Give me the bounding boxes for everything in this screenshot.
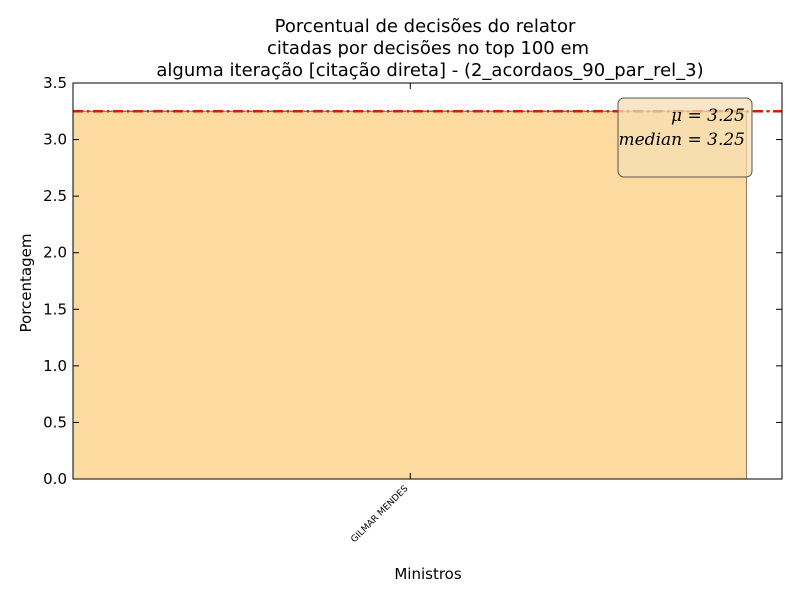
- plot-frame: [72, 82, 783, 480]
- stats-mean-text: μ = 3.25: [671, 106, 745, 126]
- y-tick-label-1: 0.5: [43, 413, 67, 431]
- chart-title-line-3: alguma iteração [citação direta] - (2_ac…: [156, 60, 703, 81]
- chart-title-line-1: Porcentual de decisões do relator: [275, 16, 576, 37]
- y-tick-label-0: 0.0: [43, 470, 67, 488]
- y-axis-label: Porcentagem: [17, 234, 35, 333]
- x-category-label-0: GILMAR MENDES: [349, 484, 410, 545]
- chart-title-line-2: citadas por decisões no top 100 em: [267, 38, 589, 59]
- y-tick-label-6: 3.0: [43, 131, 67, 149]
- stats-median-text: median = 3.25: [619, 130, 746, 150]
- stats-box-background: [617, 97, 753, 178]
- y-tick-label-5: 2.5: [43, 187, 67, 205]
- y-tick-label-2: 1.0: [43, 357, 67, 375]
- x-axis-label: Ministros: [394, 565, 461, 583]
- y-tick-label-3: 1.5: [43, 300, 67, 318]
- y-tick-label-7: 3.5: [43, 74, 67, 92]
- stats-legend-box: μ = 3.25 median = 3.25: [617, 97, 753, 178]
- y-axis-ticks: 0.0 0.5 1.0 1.5 2.0 2.5 3.0 3.5: [43, 74, 782, 488]
- y-tick-label-4: 2.0: [43, 244, 67, 262]
